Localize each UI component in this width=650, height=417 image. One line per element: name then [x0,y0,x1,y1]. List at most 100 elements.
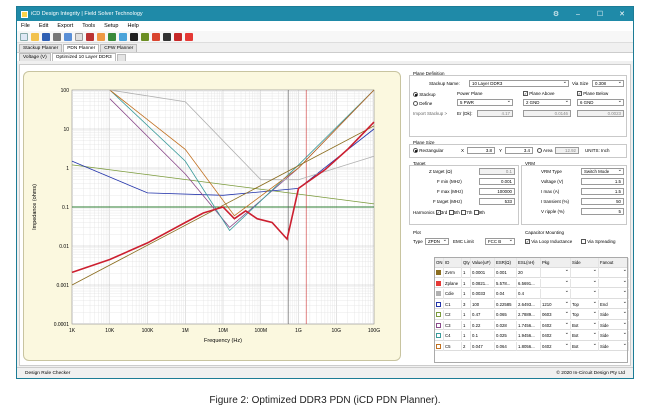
harmonic-9th-checkbox[interactable] [473,210,479,216]
maximize-button[interactable]: ☐ [596,11,604,18]
emc-limit-select[interactable]: FCC B [485,237,515,245]
status-left[interactable]: Design Rule Checker [25,370,71,376]
harmonic-7th-checkbox[interactable] [461,210,467,216]
row-enable-checkbox[interactable] [435,278,444,288]
voltage-input[interactable]: 1.5 [581,178,624,185]
row-enable-checkbox[interactable] [435,268,444,278]
new-tab-icon[interactable] [116,54,126,61]
plane-below-checkbox[interactable]: ✓ [577,91,582,97]
row-color-swatch[interactable] [436,291,441,297]
open-folder-icon[interactable] [31,32,39,41]
cell-side[interactable] [571,278,599,288]
tab-optimized-10-layer[interactable]: Optimized 10 Layer DDR3 [51,53,116,61]
row-enable-checkbox[interactable] [435,320,444,330]
table-row[interactable]: Zplane 1 0.0821... 5.578... 6.5691... [435,278,629,288]
cell-pkg[interactable]: 0402 [541,320,571,330]
row-color-swatch[interactable] [436,322,441,328]
plot-type-select[interactable]: ZPDN [425,237,449,245]
cell-fanout[interactable] [599,268,629,278]
tab-stackup-planner[interactable]: Stackup Planner [19,44,63,52]
close-button[interactable]: ✕ [619,11,625,18]
analyze-icon[interactable] [108,32,116,41]
cell-side[interactable]: Bot [571,320,599,330]
plane-above-checkbox[interactable]: ✓ [523,91,528,97]
harmonic-5th-checkbox[interactable] [448,210,454,216]
tool-icon[interactable] [119,32,127,41]
imax-input[interactable]: 1.5 [581,188,624,195]
cell-fanout[interactable]: Side [599,310,629,320]
help-icon[interactable]: ⚙ [552,11,560,18]
row-color-swatch[interactable] [436,301,441,307]
cell-side[interactable]: Bot [571,341,599,351]
layers-icon[interactable] [130,32,138,41]
cell-fanout[interactable]: Side [599,341,629,351]
row-enable-checkbox[interactable] [435,289,444,299]
cell-pkg[interactable] [541,278,571,288]
row-color-swatch[interactable] [436,333,441,339]
menu-edit[interactable]: Edit [38,23,49,29]
stackup-radio[interactable] [413,92,418,98]
row-enable-checkbox[interactable] [435,341,444,351]
row-color-swatch[interactable] [436,270,441,276]
undo-icon[interactable] [75,32,83,41]
import-stackup-link[interactable]: Import Stackup > [413,111,448,116]
itransient-input[interactable]: 50 [581,198,624,205]
delete-icon[interactable] [86,32,94,41]
menu-help[interactable]: Help [127,23,139,29]
menu-export[interactable]: Export [57,23,74,29]
plane-x-input[interactable]: 3.8 [467,147,495,154]
define-radio[interactable] [413,101,418,107]
cell-fanout[interactable] [599,278,629,288]
cell-pkg[interactable] [541,268,571,278]
cell-pkg[interactable] [541,289,571,299]
cell-fanout[interactable]: Side [599,331,629,341]
menu-file[interactable]: File [21,23,30,29]
stack-icon[interactable] [163,32,171,41]
tab-voltage[interactable]: Voltage (V) [19,53,51,61]
plane-below-select[interactable]: 6 GND [577,98,624,106]
row-color-swatch[interactable] [436,312,441,318]
cut-icon[interactable] [97,32,105,41]
fmin-input[interactable]: 0.001 [479,178,515,185]
calendar-icon[interactable] [185,32,193,41]
cell-fanout[interactable]: End [599,299,629,309]
cell-side[interactable] [571,268,599,278]
row-enable-checkbox[interactable] [435,299,444,309]
tab-pdn-planner[interactable]: PDN Planner [63,44,100,52]
cell-side[interactable]: Top [571,299,599,309]
cell-fanout[interactable] [599,289,629,299]
table-row[interactable]: Cdie 1 0.0033 0.04 0.4 [435,289,629,299]
row-enable-checkbox[interactable] [435,310,444,320]
cell-pkg[interactable]: 0603 [541,310,571,320]
vripple-input[interactable]: 5 [581,208,624,215]
fmax-input[interactable]: 100000 [479,188,515,195]
row-color-swatch[interactable] [436,280,441,286]
cell-pkg[interactable]: 1210 [541,299,571,309]
cell-fanout[interactable]: Side [599,320,629,330]
vrm-type-select[interactable]: Switch Mode [581,167,624,175]
chart-icon[interactable] [141,32,149,41]
cell-pkg[interactable]: 0402 [541,341,571,351]
via-loop-checkbox[interactable]: ✓ [525,239,530,245]
via-spreading-checkbox[interactable] [581,239,586,245]
ftarget-input[interactable]: 533 [479,198,515,205]
impedance-chart[interactable]: 1K 10K 100K 1M 10M 100M 1G 10G 100G 0.0001 0.001 0.… [24,72,402,362]
row-color-swatch[interactable] [436,343,441,349]
cell-side[interactable] [571,289,599,299]
plane-above-select[interactable]: 2 GND [523,98,571,106]
minimize-button[interactable]: – [576,10,580,18]
new-file-icon[interactable] [20,32,28,41]
power-plane-select[interactable]: 5 PWR [457,98,513,106]
row-enable-checkbox[interactable] [435,331,444,341]
pdf-icon[interactable] [174,32,182,41]
cell-side[interactable]: Bot [571,331,599,341]
menu-tools[interactable]: Tools [82,23,96,29]
tab-cpw-planner[interactable]: CPW Planner [100,44,138,52]
report-icon[interactable] [152,32,160,41]
via-size-select[interactable]: 0.308 [592,79,624,87]
cell-pkg[interactable]: 0402 [541,331,571,341]
